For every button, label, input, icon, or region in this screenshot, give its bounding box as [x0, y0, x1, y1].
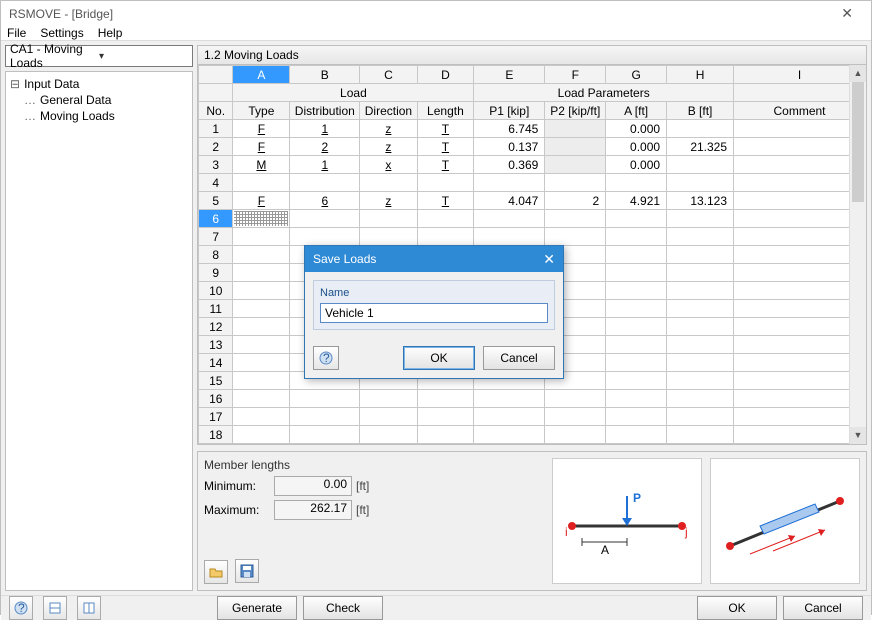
- case-combo[interactable]: CA1 - Moving Loads ▾: [5, 45, 193, 67]
- toolbar-icon-1[interactable]: [43, 596, 67, 620]
- svg-text:?: ?: [18, 601, 25, 615]
- dialog-close-icon[interactable]: ✕: [543, 251, 555, 268]
- row-header[interactable]: 7: [199, 228, 233, 246]
- row-header[interactable]: 6: [199, 210, 233, 228]
- min-label: Minimum:: [204, 479, 274, 493]
- row-header[interactable]: 17: [199, 408, 233, 426]
- svg-text:?: ?: [323, 351, 330, 365]
- menu-settings[interactable]: Settings: [40, 26, 83, 40]
- open-icon[interactable]: [204, 560, 228, 584]
- scroll-up-icon[interactable]: ▲: [850, 65, 866, 82]
- generate-button[interactable]: Generate: [217, 596, 297, 620]
- row-header[interactable]: 5: [199, 192, 233, 210]
- row-header[interactable]: 11: [199, 300, 233, 318]
- svg-text:P: P: [633, 491, 641, 505]
- tree-root[interactable]: ⊟Input Data: [10, 76, 188, 92]
- row-header[interactable]: 13: [199, 336, 233, 354]
- row-header[interactable]: 10: [199, 282, 233, 300]
- min-unit: [ft]: [356, 479, 369, 493]
- svg-text:i: i: [565, 525, 568, 539]
- save-icon[interactable]: [235, 559, 259, 583]
- nav-tree: ⊟Input Data …General Data…Moving Loads: [5, 71, 193, 591]
- row-header[interactable]: 14: [199, 354, 233, 372]
- dialog-ok-button[interactable]: OK: [403, 346, 475, 370]
- row-header[interactable]: 18: [199, 426, 233, 444]
- member-lengths-title: Member lengths: [204, 458, 544, 472]
- close-icon[interactable]: ✕: [831, 1, 863, 26]
- row-header[interactable]: 9: [199, 264, 233, 282]
- min-value: 0.00: [274, 476, 352, 496]
- toolbar-icon-2[interactable]: [77, 596, 101, 620]
- tree-item[interactable]: …Moving Loads: [24, 108, 188, 124]
- dialog-cancel-button[interactable]: Cancel: [483, 346, 555, 370]
- row-header[interactable]: 4: [199, 174, 233, 192]
- row-header[interactable]: 2: [199, 138, 233, 156]
- tree-item[interactable]: …General Data: [24, 92, 188, 108]
- diagram-1: P i j A: [552, 458, 702, 584]
- title-bar: RSMOVE - [Bridge] ✕: [1, 1, 871, 26]
- svg-text:A: A: [601, 543, 609, 557]
- name-label: Name: [320, 287, 548, 299]
- row-header[interactable]: 8: [199, 246, 233, 264]
- combo-value: CA1 - Moving Loads: [10, 42, 99, 70]
- row-header[interactable]: 1: [199, 120, 233, 138]
- svg-text:j: j: [684, 525, 688, 539]
- panel-title: 1.2 Moving Loads: [197, 45, 867, 65]
- ok-button[interactable]: OK: [697, 596, 777, 620]
- menu-help[interactable]: Help: [98, 26, 123, 40]
- save-loads-dialog: Save Loads ✕ Name ? OK Cancel: [304, 245, 564, 379]
- scroll-down-icon[interactable]: ▼: [850, 427, 866, 444]
- menu-file[interactable]: File: [7, 26, 26, 40]
- dialog-title: Save Loads: [313, 252, 376, 266]
- row-header[interactable]: 15: [199, 372, 233, 390]
- max-label: Maximum:: [204, 503, 274, 517]
- row-header[interactable]: 3: [199, 156, 233, 174]
- window-title: RSMOVE - [Bridge]: [9, 7, 831, 21]
- menu-bar: File Settings Help: [1, 26, 871, 41]
- name-input[interactable]: [320, 303, 548, 323]
- cancel-button[interactable]: Cancel: [783, 596, 863, 620]
- help-icon[interactable]: ?: [9, 596, 33, 620]
- chevron-down-icon: ▾: [99, 51, 188, 62]
- row-header[interactable]: 12: [199, 318, 233, 336]
- max-unit: [ft]: [356, 503, 369, 517]
- vertical-scrollbar[interactable]: ▲ ▼: [849, 65, 866, 444]
- max-value: 262.17: [274, 500, 352, 520]
- check-button[interactable]: Check: [303, 596, 383, 620]
- dialog-help-icon[interactable]: ?: [313, 346, 339, 370]
- diagram-2: [710, 458, 860, 584]
- scroll-thumb[interactable]: [852, 82, 864, 202]
- row-header[interactable]: 16: [199, 390, 233, 408]
